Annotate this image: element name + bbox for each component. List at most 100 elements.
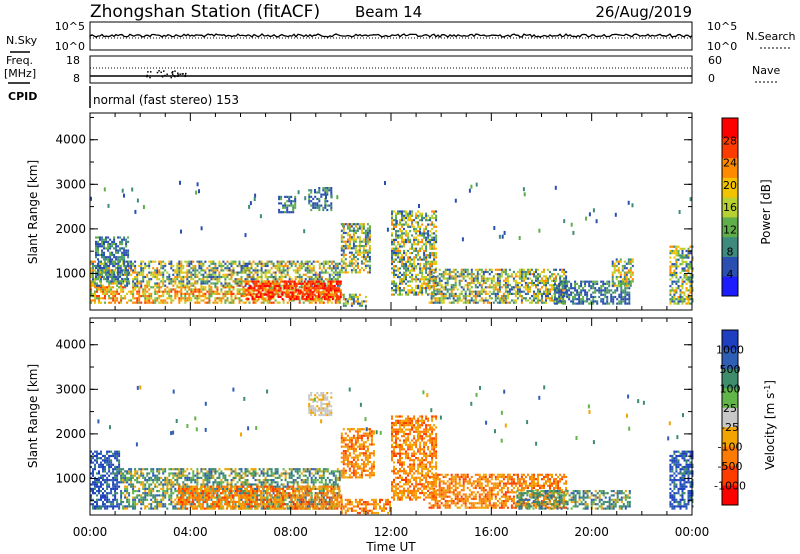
heatmap-cell	[454, 268, 457, 271]
heatmap-cell	[423, 258, 426, 261]
heatmap-cell	[190, 282, 193, 285]
heatmap-cell	[518, 273, 521, 276]
heatmap-cell	[294, 275, 297, 279]
heatmap-cell	[97, 253, 100, 257]
heatmap-cell	[310, 301, 313, 304]
heatmap-cell	[176, 262, 179, 265]
heatmap-cell	[196, 297, 199, 300]
heatmap-cell	[200, 284, 203, 287]
heatmap-cell	[486, 299, 489, 302]
heatmap-cell	[106, 476, 109, 479]
heatmap-cell	[313, 293, 316, 296]
heatmap-cell	[454, 295, 457, 298]
heatmap-cell	[619, 280, 622, 283]
heatmap-cell	[364, 304, 367, 307]
heatmap-cell	[266, 260, 269, 263]
heatmap-cell	[130, 273, 133, 276]
heatmap-sparse-cell	[107, 203, 110, 208]
heatmap-cell	[582, 302, 585, 305]
heatmap-cell	[261, 284, 264, 288]
heatmap-cell	[186, 297, 189, 300]
power-colorbar-tick-label: 24	[723, 157, 737, 170]
heatmap-cell	[295, 284, 298, 288]
heatmap-cell	[629, 260, 632, 263]
heatmap-cell	[311, 295, 314, 298]
heatmap-cell	[413, 238, 416, 241]
heatmap-cell	[154, 483, 157, 486]
heatmap-cell	[611, 262, 614, 265]
heatmap-cell	[146, 290, 149, 293]
heatmap-cell	[527, 284, 530, 287]
heatmap-cell	[90, 260, 93, 263]
heatmap-cell	[286, 208, 289, 212]
heatmap-cell	[407, 223, 410, 226]
heatmap-cell	[344, 258, 347, 261]
heatmap-cell	[328, 299, 331, 302]
heatmap-cell	[423, 249, 426, 252]
heatmap-cell	[537, 281, 540, 285]
heatmap-cell	[312, 267, 315, 270]
heatmap-cell	[689, 280, 692, 283]
heatmap-cell	[94, 295, 97, 298]
heatmap-cell	[403, 232, 406, 235]
heatmap-cell	[592, 302, 595, 305]
heatmap-cell	[130, 505, 133, 508]
heatmap-cell	[158, 472, 161, 475]
heatmap-cell	[620, 287, 623, 290]
heatmap-cell	[134, 286, 137, 289]
heatmap-cell	[297, 282, 300, 285]
heatmap-cell	[440, 292, 443, 295]
heatmap-cell	[248, 269, 251, 272]
heatmap-cell	[689, 260, 692, 264]
heatmap-cell	[95, 245, 98, 248]
heatmap-cell	[681, 267, 684, 270]
heatmap-cell	[673, 269, 676, 272]
heatmap-cell	[673, 265, 676, 268]
heatmap-cell	[446, 284, 449, 287]
heatmap-cell	[621, 267, 624, 270]
heatmap-cell	[162, 494, 165, 497]
heatmap-cell	[230, 271, 233, 274]
heatmap-cell	[98, 301, 101, 304]
heatmap-cell	[109, 258, 112, 261]
heatmap-cell	[610, 300, 613, 303]
heatmap-cell	[324, 290, 327, 293]
heatmap-cell	[338, 284, 341, 287]
heatmap-cell	[350, 223, 353, 226]
heatmap-cell	[108, 301, 111, 304]
heatmap-cell	[574, 298, 577, 301]
heatmap-cell	[529, 268, 532, 271]
heatmap-cell	[366, 240, 369, 243]
heatmap-cell	[136, 282, 139, 285]
heatmap-cell	[617, 275, 620, 279]
heatmap-cell	[101, 273, 104, 276]
heatmap-cell	[537, 268, 540, 271]
heatmap-cell	[557, 301, 560, 304]
heatmap-cell	[245, 280, 248, 283]
heatmap-cell	[150, 507, 153, 510]
heatmap-cell	[146, 275, 149, 279]
heatmap-cell	[401, 254, 404, 257]
heatmap-cell	[346, 298, 349, 301]
heatmap-sparse-cell	[304, 196, 307, 201]
heatmap-cell	[100, 450, 103, 453]
heatmap-sparse-cell	[522, 187, 525, 192]
heatmap-cell	[326, 193, 329, 196]
heatmap-cell	[162, 282, 165, 285]
heatmap-cell	[580, 282, 583, 285]
heatmap-cell	[261, 295, 264, 298]
heatmap-sparse-cell	[395, 220, 398, 224]
heatmap-cell	[122, 500, 125, 504]
heatmap-cell	[144, 492, 147, 495]
heatmap-cell	[106, 457, 109, 460]
heatmap-cell	[226, 275, 229, 279]
heatmap-cell	[428, 279, 431, 282]
heatmap-cell	[681, 256, 684, 259]
heatmap-cell	[395, 249, 398, 252]
heatmap-cell	[174, 282, 177, 285]
heatmap-cell	[675, 247, 678, 250]
heatmap-cell	[315, 287, 318, 290]
heatmap-cell	[407, 269, 410, 272]
heatmap-cell	[273, 287, 276, 290]
heatmap-cell	[564, 291, 567, 294]
